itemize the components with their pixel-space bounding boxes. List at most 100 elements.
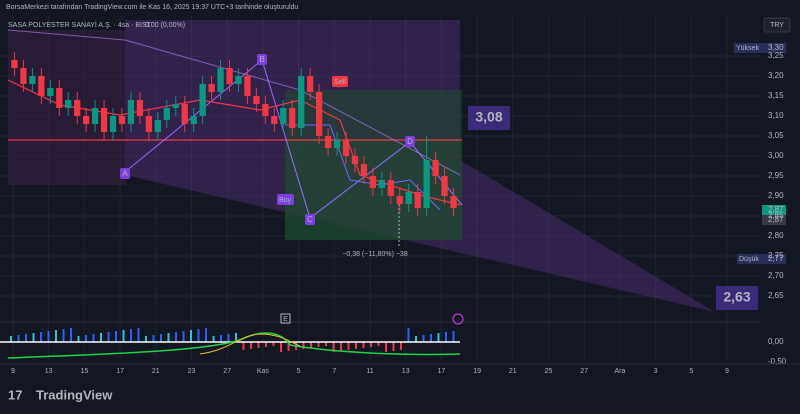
x-tick-label: 21 xyxy=(509,368,517,375)
alert-icon xyxy=(452,313,464,325)
indicator-tick: 0,00 xyxy=(768,337,784,346)
indicator-bar xyxy=(10,336,12,342)
signal-line-2 xyxy=(199,333,301,355)
event: E xyxy=(283,316,288,323)
indicator-bar xyxy=(325,342,327,346)
indicator-bar xyxy=(92,334,95,342)
indicator-bar xyxy=(115,331,117,342)
candle-body xyxy=(333,140,341,148)
high-badge xyxy=(734,43,786,53)
change: 0,00 (0,00%) xyxy=(145,22,185,29)
candle-body xyxy=(226,68,233,84)
candle-body xyxy=(324,136,332,148)
candle-body xyxy=(127,100,135,124)
candle-body xyxy=(217,68,224,92)
y-tick-label: 3,00 xyxy=(768,151,784,160)
candle-body xyxy=(369,176,377,188)
y-tick-label: 2,80 xyxy=(768,231,784,240)
price-badge xyxy=(762,215,786,225)
currency: TRY xyxy=(770,22,784,29)
x-tick-label: 25 xyxy=(545,368,553,375)
candle-body xyxy=(172,104,179,108)
indicator-bar xyxy=(197,329,200,342)
y-tick-label: 2,85 xyxy=(768,211,784,220)
measure: −0,38 (−11,80%) −38 xyxy=(342,251,408,258)
target-value: 2,63 xyxy=(723,289,750,305)
indicator-bar xyxy=(40,332,42,342)
indicator-bar xyxy=(85,335,87,342)
x-tick-label: Kas xyxy=(257,368,270,375)
indicator-bar xyxy=(280,342,282,352)
indicator-bar xyxy=(235,333,237,342)
candle-body xyxy=(307,76,314,92)
y-tick-label: 2,75 xyxy=(768,251,784,260)
candle-body xyxy=(109,116,117,132)
candle-body xyxy=(414,192,421,208)
indicator-bar xyxy=(160,334,162,342)
candle-body xyxy=(396,196,403,204)
point-box xyxy=(305,214,315,225)
x-tick-label: 9 xyxy=(11,368,15,375)
last-price: 2,87 xyxy=(768,215,784,224)
indicator-bar xyxy=(407,328,410,342)
indicator-bar xyxy=(137,328,140,342)
indicator-bar xyxy=(302,342,305,349)
indicator-bar xyxy=(77,336,80,342)
indicator-bar xyxy=(317,342,320,347)
indicator-bar xyxy=(287,342,290,351)
x-tick-label: 3 xyxy=(654,368,658,375)
upper-line xyxy=(7,29,461,176)
candle-body xyxy=(450,196,457,208)
indicator-bar xyxy=(145,336,147,342)
high-value: 3,30 xyxy=(768,43,784,52)
candle-body xyxy=(235,76,242,84)
candle-body xyxy=(387,180,394,196)
indicator-bar xyxy=(107,332,110,342)
low-value: 2,77 xyxy=(768,254,784,263)
indicator-bar xyxy=(272,342,275,346)
indicator-bar xyxy=(32,333,35,342)
candle-body xyxy=(342,140,350,156)
point-box xyxy=(405,136,415,147)
target-value: 3,08 xyxy=(475,109,502,125)
signal-box xyxy=(332,76,348,87)
trend-line-2 xyxy=(285,124,441,211)
candle-body xyxy=(145,116,153,132)
indicator-bar xyxy=(227,334,230,342)
candle-body xyxy=(11,60,18,68)
indicator-bar xyxy=(437,333,440,342)
y-tick-label: 3,10 xyxy=(768,111,784,120)
indicator-bar xyxy=(250,342,252,349)
candle-body xyxy=(74,100,81,116)
x-tick-label: 9 xyxy=(725,368,729,375)
point-label: A xyxy=(122,169,128,178)
candle-body xyxy=(271,116,278,124)
point-label: C xyxy=(307,215,313,224)
indicator-bar xyxy=(265,342,267,347)
indicator-bar xyxy=(47,331,50,342)
indicator-bar xyxy=(100,333,102,342)
candle-body xyxy=(65,100,72,108)
x-tick-label: 13 xyxy=(402,368,410,375)
candle-body xyxy=(163,108,170,120)
x-axis: 9 13 15 17 21 23 27 Kas 5 7 11 13 17 19 21 25 27 Ara 3 5 9 xyxy=(11,368,729,375)
candle-body xyxy=(298,76,305,128)
candle-body xyxy=(47,88,54,96)
indicator-bar xyxy=(340,342,342,351)
candle-body xyxy=(262,104,269,116)
point-label: D xyxy=(407,137,413,146)
footer-logo: TradingView xyxy=(36,387,113,402)
indicator-bar xyxy=(355,342,357,349)
candle-body xyxy=(280,108,287,124)
y-tick-label: 3,05 xyxy=(768,131,784,140)
indicator-bar xyxy=(212,336,215,342)
candle-body xyxy=(100,108,108,132)
indicator-bar xyxy=(377,342,380,346)
x-tick-label: 15 xyxy=(81,368,89,375)
indicator-bar xyxy=(310,342,312,348)
candle-body xyxy=(20,68,27,84)
indicator-bar xyxy=(62,329,65,342)
indicator-bar xyxy=(25,334,27,342)
candle-body xyxy=(432,160,439,176)
